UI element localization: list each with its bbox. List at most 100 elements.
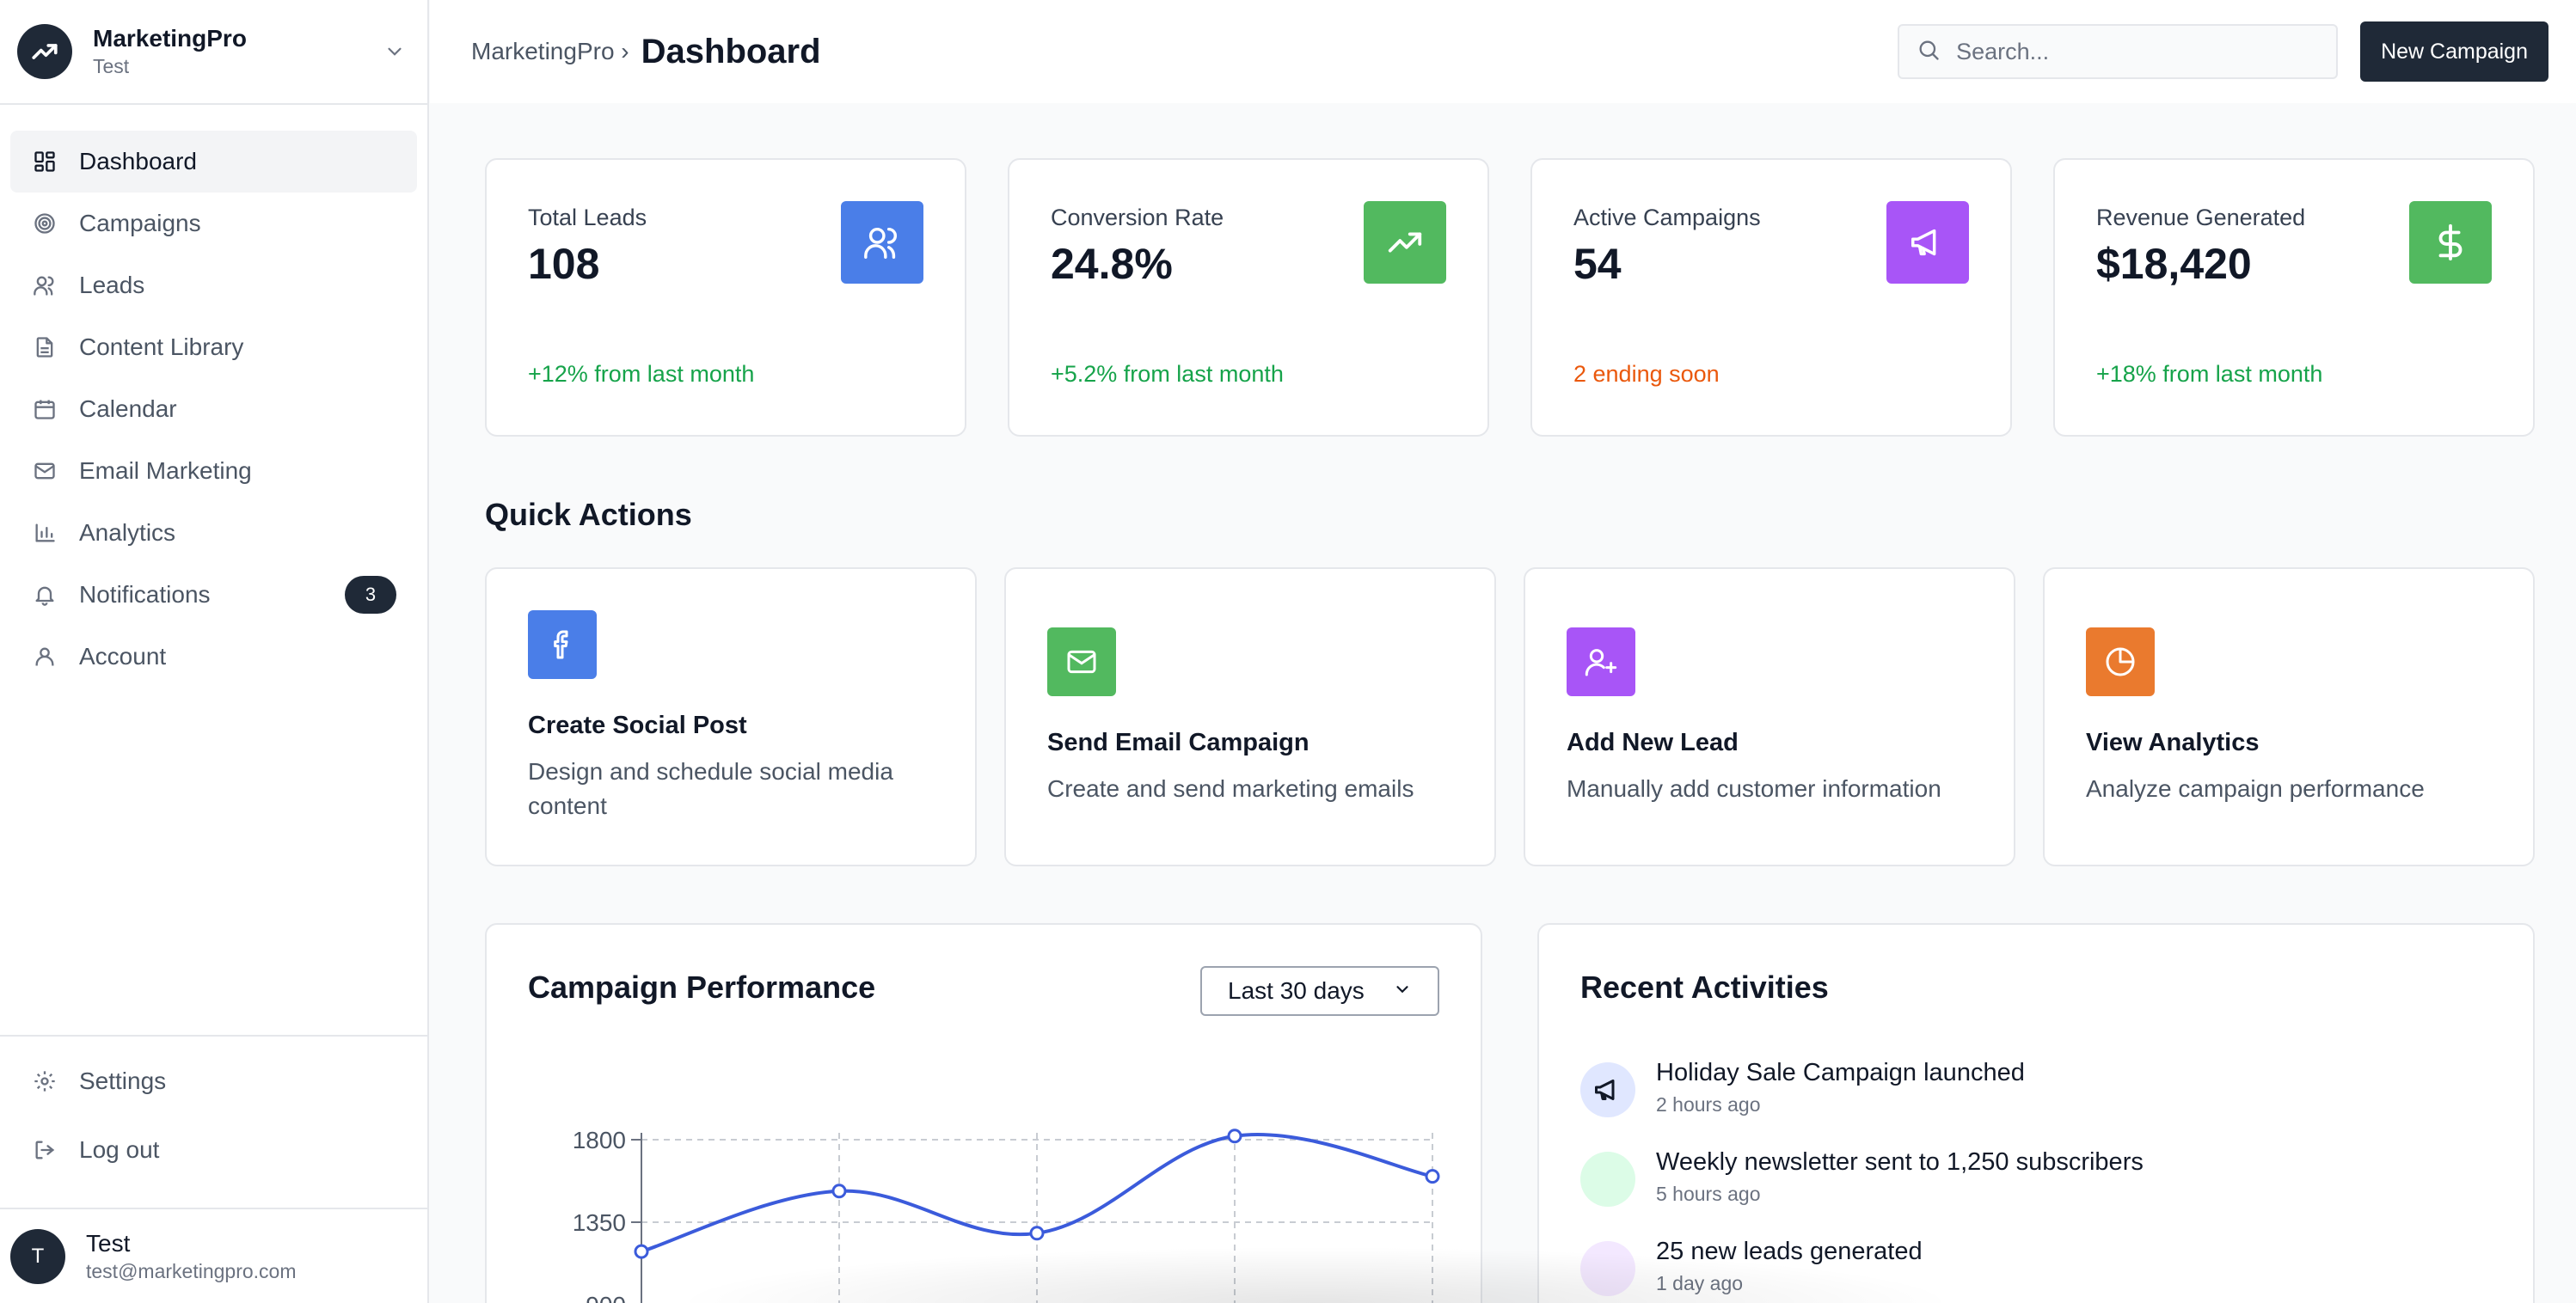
sidebar-item-logout[interactable]: Log out [10, 1116, 417, 1184]
sidebar-item-label: Campaigns [79, 210, 201, 236]
quick-action-title: View Analytics [2086, 729, 2260, 756]
megaphone-icon [1580, 1062, 1635, 1117]
data-point [831, 1184, 847, 1199]
activity-time: 5 hours ago [1656, 1183, 1761, 1205]
stat-value: 108 [528, 240, 600, 288]
activity-item[interactable]: 25 new leads generated 1 day ago [1580, 1238, 2492, 1303]
stat-value: 54 [1573, 240, 1622, 288]
stat-note: +12% from last month [528, 361, 755, 387]
y-tick-label: 1350 [573, 1209, 626, 1236]
quick-action-create-social-post[interactable]: Create Social Post Design and schedule s… [485, 567, 977, 866]
campaign-performance-panel: Campaign Performance Last 30 days 1800 13… [485, 923, 1482, 1303]
activity-time: 2 hours ago [1656, 1093, 1761, 1116]
chevron-down-icon [1393, 977, 1412, 1005]
mail-icon [31, 457, 58, 485]
sidebar-item-label: Leads [79, 272, 145, 298]
quick-action-send-email-campaign[interactable]: Send Email Campaign Create and send mark… [1004, 567, 1496, 866]
activity-title: 25 new leads generated [1656, 1238, 1923, 1265]
sidebar-item-settings[interactable]: Settings [10, 1047, 417, 1116]
data-point [1227, 1129, 1242, 1144]
stat-title: Conversion Rate [1051, 205, 1224, 230]
trending-up-icon [17, 24, 72, 79]
stat-note: +18% from last month [2096, 361, 2323, 387]
sidebar-item-label: Calendar [79, 395, 177, 422]
stat-card-conversion-rate: Conversion Rate 24.8% +5.2% from last mo… [1008, 158, 1489, 437]
avatar: T [10, 1228, 65, 1284]
user-plus-icon [1567, 627, 1635, 696]
sidebar-item-label: Settings [79, 1067, 167, 1094]
recent-activities-title: Recent Activities [1580, 970, 1829, 1005]
brand-switcher[interactable]: MarketingPro Test [0, 0, 427, 105]
sidebar-nav: Dashboard Campaigns Leads Content Librar… [10, 131, 417, 688]
stat-value: 24.8% [1051, 240, 1173, 288]
date-range-value: Last 30 days [1228, 977, 1365, 1004]
search-icon [1917, 38, 1941, 66]
sidebar-item-email-marketing[interactable]: Email Marketing [10, 440, 417, 502]
stat-card-total-leads: Total Leads 108 +12% from last month [485, 158, 966, 437]
sidebar-item-label: Notifications [79, 581, 211, 608]
y-tick-label: 900 [586, 1292, 626, 1303]
date-range-select[interactable]: Last 30 days [1200, 966, 1439, 1016]
stat-title: Revenue Generated [2096, 205, 2306, 230]
sidebar-item-label: Content Library [79, 333, 244, 360]
search-input[interactable] [1956, 38, 2318, 65]
stat-card-revenue: Revenue Generated $18,420 +18% from last… [2053, 158, 2535, 437]
sidebar-item-label: Log out [79, 1136, 160, 1163]
quick-action-view-analytics[interactable]: View Analytics Analyze campaign performa… [2043, 567, 2535, 866]
gear-icon [31, 1067, 58, 1095]
sidebar-item-campaigns[interactable]: Campaigns [10, 193, 417, 254]
activity-item[interactable]: Weekly newsletter sent to 1,250 subscrib… [1580, 1148, 2492, 1217]
sidebar-item-leads[interactable]: Leads [10, 254, 417, 316]
sidebar-item-content-library[interactable]: Content Library [10, 316, 417, 378]
activity-time: 1 day ago [1656, 1272, 1744, 1294]
sidebar-item-label: Account [79, 643, 167, 670]
users-icon [31, 272, 58, 299]
target-icon [31, 210, 58, 237]
stat-title: Total Leads [528, 205, 647, 230]
stat-note: +5.2% from last month [1051, 361, 1284, 387]
quick-actions-title: Quick Actions [485, 497, 692, 532]
quick-action-title: Add New Lead [1567, 729, 1739, 756]
sidebar-item-analytics[interactable]: Analytics [10, 502, 417, 564]
quick-action-desc: Create and send marketing emails [1047, 775, 1414, 802]
mail-icon [1047, 627, 1116, 696]
notification-count-badge: 3 [345, 576, 396, 614]
sidebar-item-label: Analytics [79, 519, 176, 546]
user-icon [31, 643, 58, 670]
pie-chart-icon [2086, 627, 2155, 696]
quick-action-title: Send Email Campaign [1047, 729, 1309, 756]
users-icon [841, 201, 923, 284]
logout-icon [31, 1136, 58, 1164]
mail-icon [1580, 1152, 1635, 1207]
quick-action-desc: Analyze campaign performance [2086, 775, 2425, 802]
quick-action-desc: Manually add customer information [1567, 775, 1941, 802]
file-icon [31, 333, 58, 361]
stat-value: $18,420 [2096, 240, 2252, 288]
user-name: Test [86, 1229, 131, 1257]
megaphone-icon [1886, 201, 1969, 284]
bell-icon [31, 581, 58, 609]
sidebar: MarketingPro Test Dashboard Campaigns Le… [0, 0, 429, 1303]
new-campaign-button[interactable]: New Campaign [2360, 21, 2548, 82]
brand-name: MarketingPro [93, 25, 247, 52]
dollar-icon [2409, 201, 2492, 284]
sidebar-item-calendar[interactable]: Calendar [10, 378, 417, 440]
y-tick-label: 1800 [573, 1127, 626, 1153]
campaign-performance-title: Campaign Performance [528, 970, 876, 1005]
quick-action-title: Create Social Post [528, 712, 747, 739]
sidebar-item-label: Dashboard [79, 148, 197, 174]
stat-title: Active Campaigns [1573, 205, 1761, 230]
users-icon [1580, 1241, 1635, 1296]
breadcrumb[interactable]: MarketingPro › [471, 38, 629, 64]
search-box[interactable] [1898, 24, 2339, 79]
stat-note: 2 ending soon [1573, 361, 1720, 387]
brand-subtitle: Test [93, 55, 130, 77]
quick-action-add-new-lead[interactable]: Add New Lead Manually add customer infor… [1524, 567, 2015, 866]
activity-item[interactable]: Holiday Sale Campaign launched 2 hours a… [1580, 1059, 2492, 1128]
user-profile[interactable]: T Test test@marketingpro.com [0, 1208, 427, 1303]
sidebar-item-notifications[interactable]: Notifications 3 [10, 564, 417, 626]
sidebar-item-label: Email Marketing [79, 457, 252, 484]
sidebar-item-account[interactable]: Account [10, 626, 417, 688]
calendar-icon [31, 395, 58, 423]
sidebar-item-dashboard[interactable]: Dashboard [10, 131, 417, 193]
